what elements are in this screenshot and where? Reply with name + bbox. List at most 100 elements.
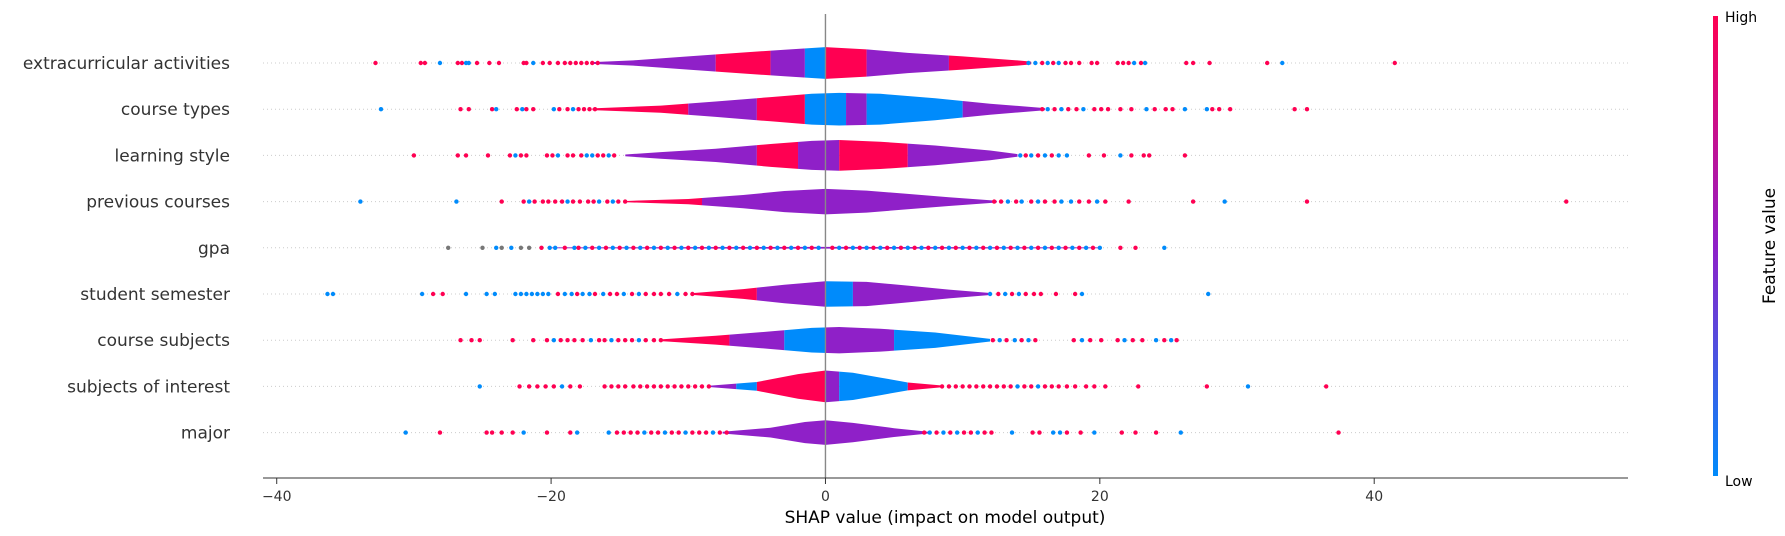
x-tick-label: 20 <box>1091 489 1109 505</box>
shap-point <box>651 384 657 389</box>
shap-point <box>1090 245 1096 250</box>
shap-point <box>1083 245 1089 250</box>
shap-point <box>1292 107 1297 112</box>
shap-point <box>1103 199 1108 204</box>
shap-point <box>1153 430 1159 435</box>
shap-point <box>517 384 522 389</box>
shap-point <box>666 291 672 297</box>
shap-point <box>1056 60 1061 66</box>
shap-point <box>489 107 495 112</box>
shap-point <box>622 338 628 343</box>
shap-point <box>489 430 495 435</box>
shap-point <box>1094 199 1100 204</box>
shap-point <box>686 245 691 250</box>
shap-point <box>706 245 712 250</box>
shap-point <box>562 245 568 250</box>
shap-point <box>1222 199 1227 204</box>
shap-point <box>994 384 1000 389</box>
shap-point <box>513 291 518 297</box>
shap-point <box>699 245 705 250</box>
shap-point <box>946 384 952 389</box>
colorbar-high-label: High <box>1725 10 1757 26</box>
shap-point <box>606 153 611 158</box>
x-axis-title: SHAP value (impact on model output) <box>785 508 1106 528</box>
shap-point <box>982 430 987 435</box>
shap-point <box>665 245 670 250</box>
violin-band <box>784 327 826 354</box>
shap-point <box>644 245 650 250</box>
shap-point <box>592 107 598 112</box>
x-tick-label: −40 <box>262 489 292 505</box>
shap-point <box>509 245 514 250</box>
shap-point <box>953 245 958 250</box>
shap-point <box>1099 107 1104 112</box>
shap-point <box>631 384 636 389</box>
shap-point <box>987 245 993 250</box>
shap-point <box>1015 245 1020 250</box>
shap-point <box>1049 384 1055 389</box>
shap-point <box>1182 153 1188 158</box>
x-axis: −40 −20 0 20 40 <box>262 14 1628 505</box>
shap-point <box>544 338 550 343</box>
shap-point <box>609 338 614 343</box>
violin-band <box>852 281 989 307</box>
shap-point <box>1018 153 1023 158</box>
shap-point <box>926 245 931 250</box>
shap-point <box>1130 338 1135 343</box>
shap-point <box>1119 430 1124 435</box>
shap-point <box>939 245 945 250</box>
violin-band <box>692 281 757 307</box>
shap-point <box>496 60 502 66</box>
shap-point <box>1040 60 1045 66</box>
shap-point <box>651 245 657 250</box>
shap-point <box>1190 60 1196 66</box>
shap-point <box>601 153 606 158</box>
shap-point <box>1304 199 1310 204</box>
x-tick-label: 40 <box>1365 489 1383 505</box>
shap-point <box>1103 384 1108 389</box>
shap-point <box>1050 60 1056 66</box>
shap-point <box>590 245 595 250</box>
shap-point <box>1094 60 1100 66</box>
shap-point <box>487 60 492 66</box>
shap-point <box>1245 384 1251 389</box>
shap-point <box>1064 430 1070 435</box>
shap-point <box>1086 153 1092 158</box>
feature-row: course types <box>121 92 1628 126</box>
shap-point <box>954 430 960 435</box>
shap-point <box>570 199 576 204</box>
shap-point <box>1064 153 1070 158</box>
shap-point <box>595 153 600 158</box>
shap-point <box>330 291 336 297</box>
colorbar: High Low Feature value <box>1713 10 1780 490</box>
shap-point <box>1144 107 1149 112</box>
shap-point <box>480 245 485 250</box>
shap-point <box>706 384 712 389</box>
shap-point <box>690 430 695 435</box>
shap-point <box>968 430 974 435</box>
violin-band <box>756 281 826 307</box>
shap-point <box>555 60 561 66</box>
shap-point <box>795 245 801 250</box>
shap-point <box>802 245 808 250</box>
violin-band <box>625 140 757 171</box>
violin-band <box>907 370 943 403</box>
shap-point <box>1052 199 1057 204</box>
shap-point <box>1070 245 1075 250</box>
shap-point <box>1126 60 1131 66</box>
violin-body <box>592 92 1045 126</box>
shap-point <box>587 107 592 112</box>
shap-point <box>526 384 532 389</box>
feature-label: previous courses <box>86 193 230 213</box>
shap-point <box>1059 107 1064 112</box>
shap-point <box>1077 245 1082 250</box>
shap-point <box>437 430 443 435</box>
violin-band <box>715 47 771 79</box>
shap-point <box>1057 430 1063 435</box>
shap-point <box>912 245 917 250</box>
shap-point <box>1079 291 1085 297</box>
shap-point <box>535 291 540 297</box>
shap-point <box>579 153 584 158</box>
shap-point <box>1042 384 1048 389</box>
